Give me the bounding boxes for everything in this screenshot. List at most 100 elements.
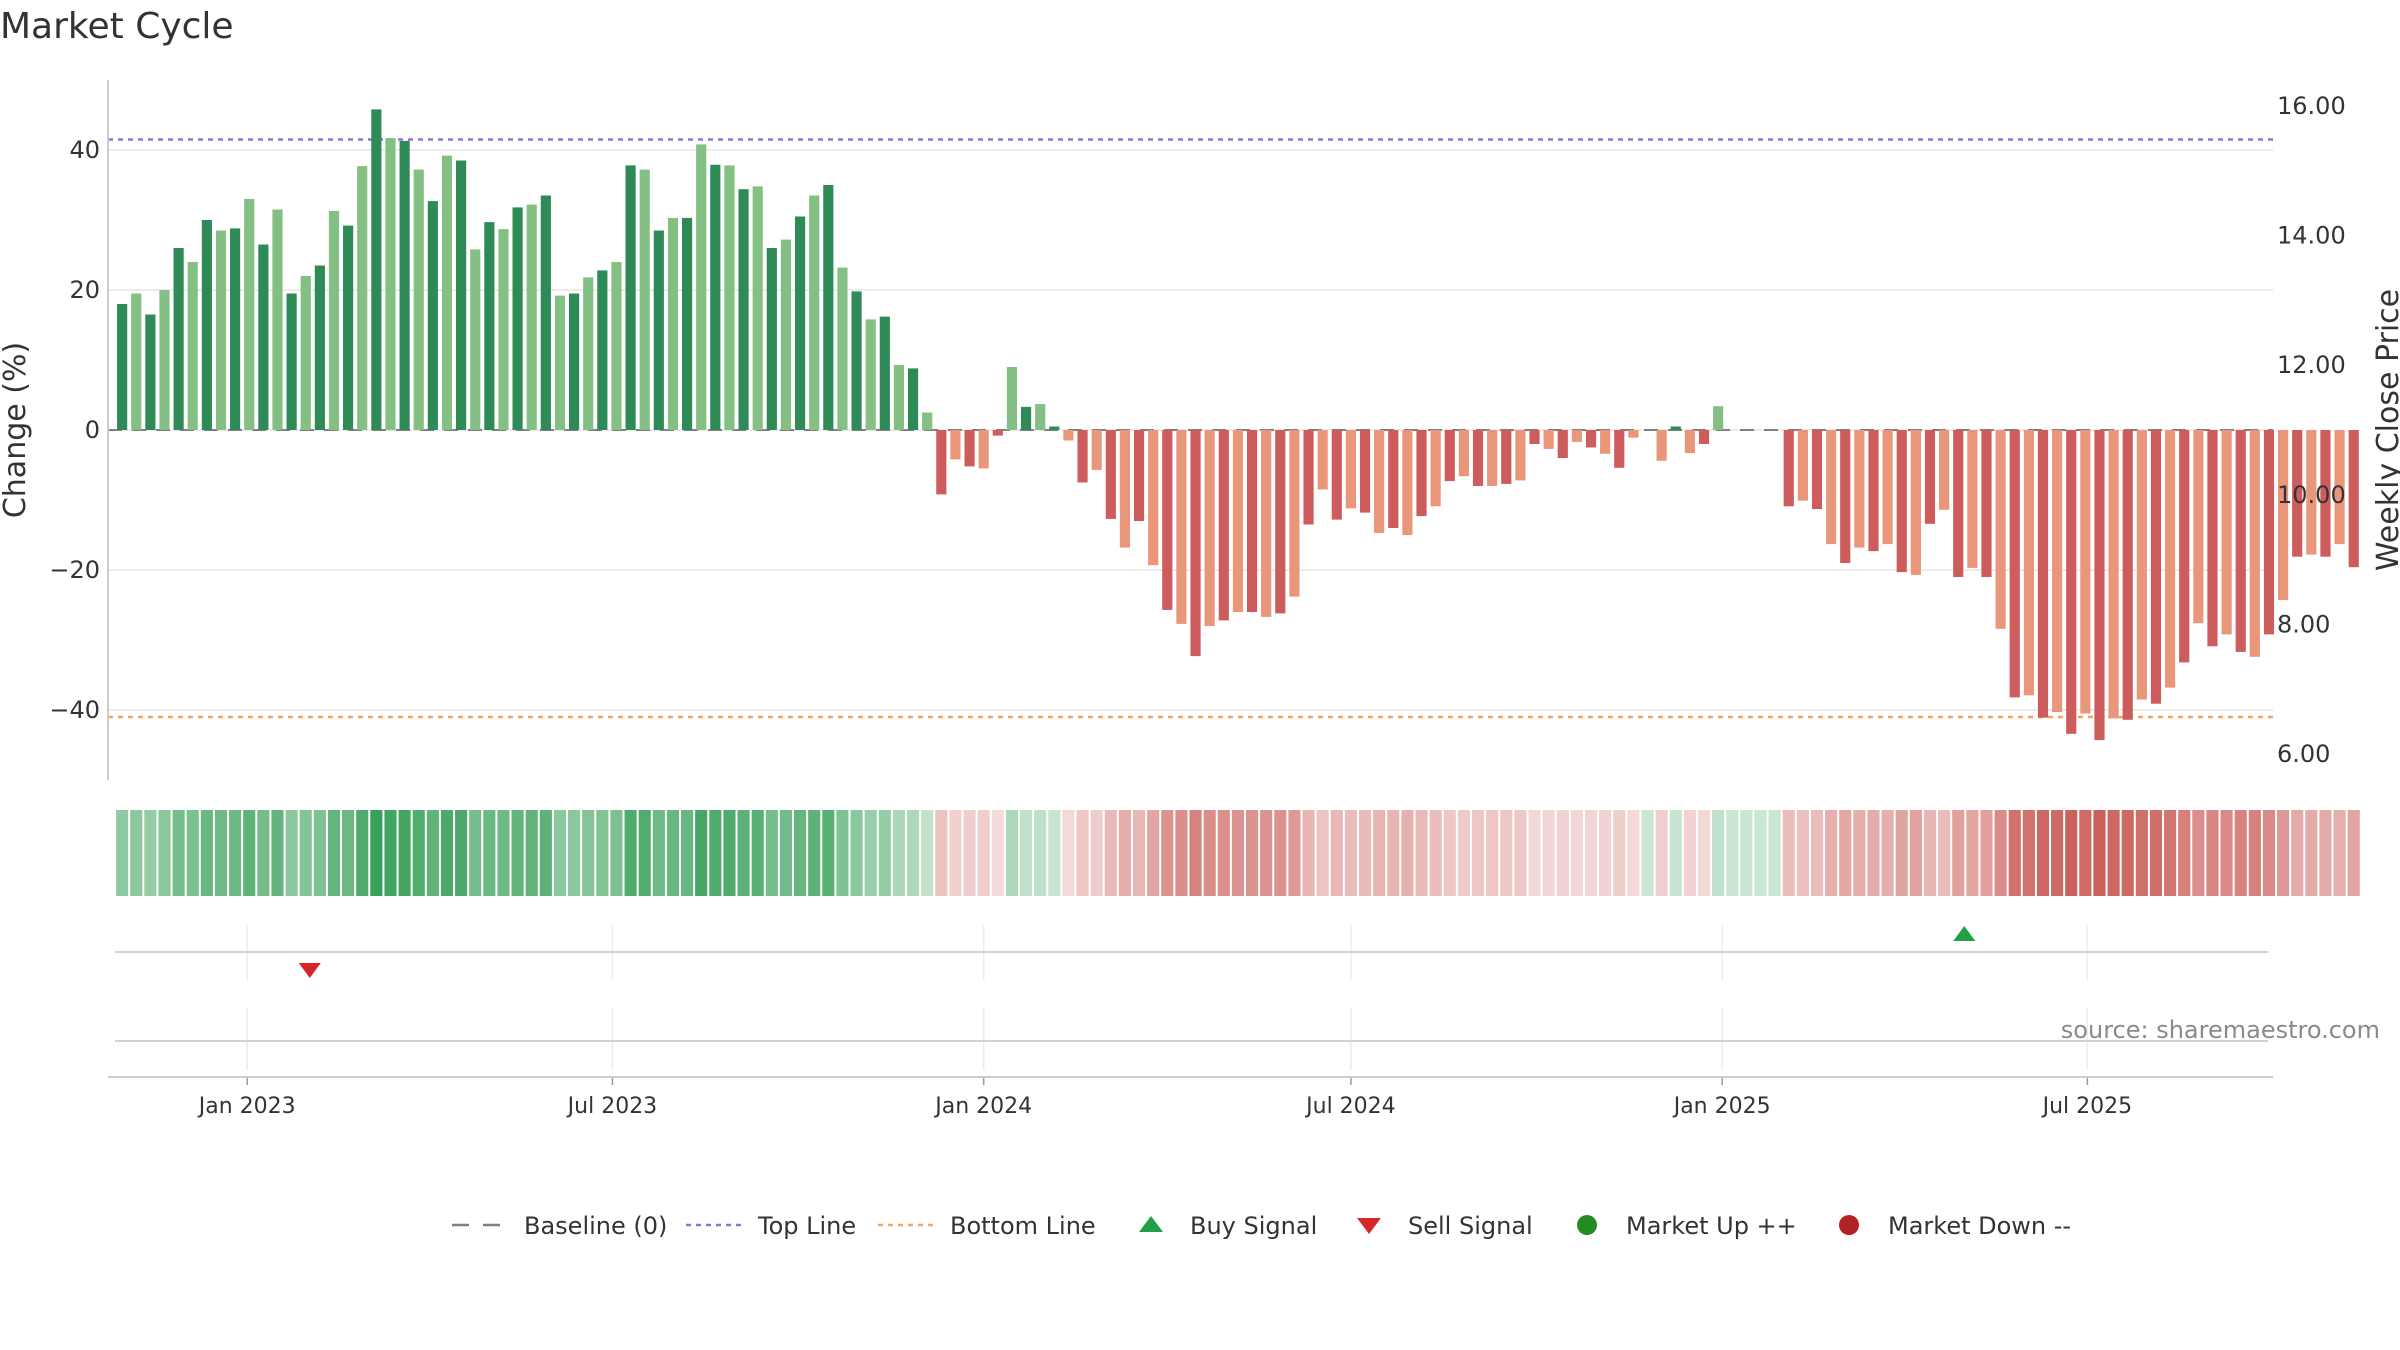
change-bar bbox=[1261, 430, 1272, 617]
axes: 40 20 0 −20 −40 16.00 14.00 12.00 10.00 8.00 6.00 J… bbox=[49, 80, 2346, 1119]
change-bar bbox=[1487, 430, 1498, 486]
heat-cell bbox=[1754, 810, 1767, 896]
change-bar bbox=[597, 270, 608, 430]
heat-cell bbox=[1796, 810, 1809, 896]
change-bar bbox=[1303, 430, 1314, 525]
heat-cell bbox=[836, 810, 849, 896]
heat-cell bbox=[1782, 810, 1795, 896]
heat-cell bbox=[822, 810, 835, 896]
x-tick-label: Jul 2023 bbox=[566, 1094, 658, 1119]
heat-cell bbox=[2192, 810, 2205, 896]
change-bar bbox=[851, 291, 862, 430]
heat-cell bbox=[539, 810, 552, 896]
change-bar bbox=[1006, 367, 1018, 430]
change-bar bbox=[978, 430, 989, 469]
heat-cell bbox=[1486, 810, 1499, 896]
change-bar bbox=[1190, 430, 1201, 657]
change-bar bbox=[766, 248, 777, 430]
change-bar bbox=[343, 225, 354, 430]
change-bar bbox=[272, 209, 283, 430]
change-bar bbox=[1063, 430, 1074, 441]
legend-label: Baseline (0) bbox=[524, 1212, 667, 1240]
change-bar bbox=[1995, 430, 2006, 629]
legend-circle-icon bbox=[1839, 1215, 1859, 1235]
heat-strip bbox=[116, 810, 2360, 896]
heat-cell bbox=[808, 810, 821, 896]
change-bar bbox=[1148, 430, 1159, 566]
y2-tick-label: 14.00 bbox=[2277, 222, 2346, 250]
heat-cell bbox=[1132, 810, 1146, 896]
heat-cell bbox=[384, 810, 397, 896]
change-bar bbox=[2278, 430, 2289, 601]
heat-cell bbox=[1683, 810, 1696, 896]
y2-tick-label: 10.00 bbox=[2277, 481, 2346, 509]
change-bar bbox=[696, 144, 707, 430]
change-bar bbox=[2249, 430, 2260, 657]
change-bar bbox=[2122, 430, 2133, 720]
change-bar bbox=[1091, 430, 1102, 470]
change-bar bbox=[1529, 430, 1540, 444]
y2-axis-title: Weekly Close Price bbox=[2371, 289, 2400, 571]
legend-label: Bottom Line bbox=[950, 1212, 1096, 1240]
legend-item-buy: Buy Signal bbox=[1139, 1212, 1317, 1240]
heat-cell bbox=[1740, 810, 1753, 896]
heat-cell bbox=[1471, 810, 1485, 896]
change-bar bbox=[2136, 430, 2147, 700]
heat-cell bbox=[1175, 810, 1188, 896]
change-bar bbox=[1967, 430, 1978, 568]
change-bar bbox=[1698, 430, 1710, 444]
x-tick-label: Jul 2024 bbox=[1304, 1094, 1396, 1119]
change-bar bbox=[187, 262, 198, 430]
heat-cell bbox=[370, 810, 383, 896]
change-bar bbox=[1218, 430, 1229, 621]
change-bar bbox=[456, 160, 467, 430]
change-bar bbox=[230, 228, 241, 430]
change-bar bbox=[1275, 430, 1286, 614]
change-bar bbox=[2094, 430, 2105, 741]
heat-cell bbox=[1330, 810, 1343, 896]
change-bar bbox=[314, 265, 325, 430]
heat-cell bbox=[2319, 810, 2332, 896]
heat-cell bbox=[1514, 810, 1527, 896]
buy-signal-marker bbox=[1953, 926, 1976, 941]
change-bar bbox=[512, 207, 523, 430]
heat-cell bbox=[1810, 810, 1824, 896]
heat-cell bbox=[977, 810, 990, 896]
heat-cell bbox=[243, 810, 256, 896]
change-bar bbox=[1049, 426, 1060, 430]
heat-cell bbox=[906, 810, 920, 896]
x-tick-label: Jul 2025 bbox=[2041, 1094, 2133, 1119]
x-tick-label: Jan 2023 bbox=[197, 1094, 296, 1119]
change-bar bbox=[936, 430, 947, 495]
heat-cell bbox=[1302, 810, 1315, 896]
change-bar bbox=[2037, 430, 2049, 718]
change-bar bbox=[2348, 430, 2359, 568]
heat-cell bbox=[1980, 810, 1993, 896]
legend-buy-triangle-icon bbox=[1139, 1216, 1163, 1232]
heat-cell bbox=[1288, 810, 1301, 896]
heat-cell bbox=[271, 810, 284, 896]
change-bar bbox=[1981, 430, 1992, 577]
change-bar bbox=[2235, 430, 2246, 652]
change-bar bbox=[625, 165, 636, 430]
heat-cell bbox=[610, 810, 623, 896]
change-bar bbox=[526, 204, 537, 430]
change-bar bbox=[653, 230, 664, 430]
change-bar bbox=[1232, 430, 1244, 612]
heat-cell bbox=[2079, 810, 2092, 896]
heat-cell bbox=[794, 810, 807, 896]
y2-tick-label: 6.00 bbox=[2277, 740, 2330, 768]
change-bar bbox=[2023, 430, 2034, 696]
change-bar bbox=[470, 249, 481, 430]
heat-cell bbox=[991, 810, 1004, 896]
heat-cell bbox=[2234, 810, 2247, 896]
heat-cell bbox=[1697, 810, 1711, 896]
heat-cell bbox=[2347, 810, 2360, 896]
change-bar bbox=[1345, 430, 1356, 509]
heat-cell bbox=[2135, 810, 2148, 896]
heat-cell bbox=[1260, 810, 1273, 896]
change-bar bbox=[244, 199, 255, 430]
heat-cell bbox=[1316, 810, 1329, 896]
change-bar bbox=[1628, 430, 1639, 438]
